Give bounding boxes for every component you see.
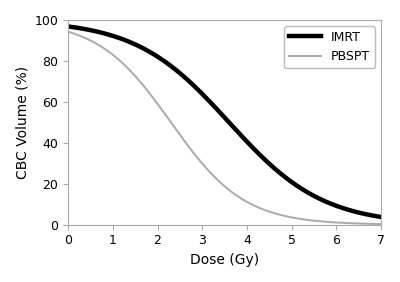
IMRT [280, 174, 285, 177]
IMRT [315, 196, 320, 200]
Legend: IMRT, PBSPT: IMRT, PBSPT [284, 26, 375, 69]
Line: IMRT: IMRT [68, 27, 381, 217]
IMRT [378, 215, 383, 219]
PBSPT [310, 219, 314, 222]
Line: PBSPT: PBSPT [68, 32, 381, 224]
IMRT [66, 25, 70, 28]
Y-axis label: CBC Volume (%): CBC Volume (%) [15, 66, 29, 179]
IMRT [310, 193, 314, 197]
PBSPT [378, 222, 383, 226]
PBSPT [98, 44, 102, 48]
PBSPT [280, 214, 285, 217]
IMRT [98, 31, 102, 34]
PBSPT [192, 153, 197, 156]
IMRT [192, 85, 197, 88]
PBSPT [315, 219, 320, 223]
X-axis label: Dose (Gy): Dose (Gy) [190, 253, 259, 267]
IMRT [204, 96, 208, 99]
PBSPT [204, 166, 208, 169]
PBSPT [66, 30, 70, 33]
